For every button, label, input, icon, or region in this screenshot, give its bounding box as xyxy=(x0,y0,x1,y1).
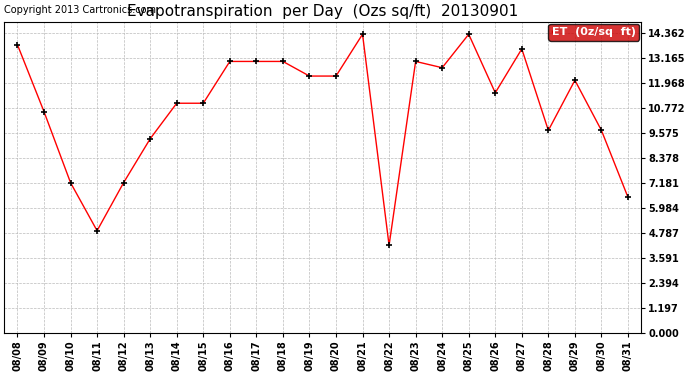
Text: Copyright 2013 Cartronics.com: Copyright 2013 Cartronics.com xyxy=(4,6,156,15)
Legend: ET  (0z/sq  ft): ET (0z/sq ft) xyxy=(549,24,639,40)
Title: Evapotranspiration  per Day  (Ozs sq/ft)  20130901: Evapotranspiration per Day (Ozs sq/ft) 2… xyxy=(127,4,518,19)
